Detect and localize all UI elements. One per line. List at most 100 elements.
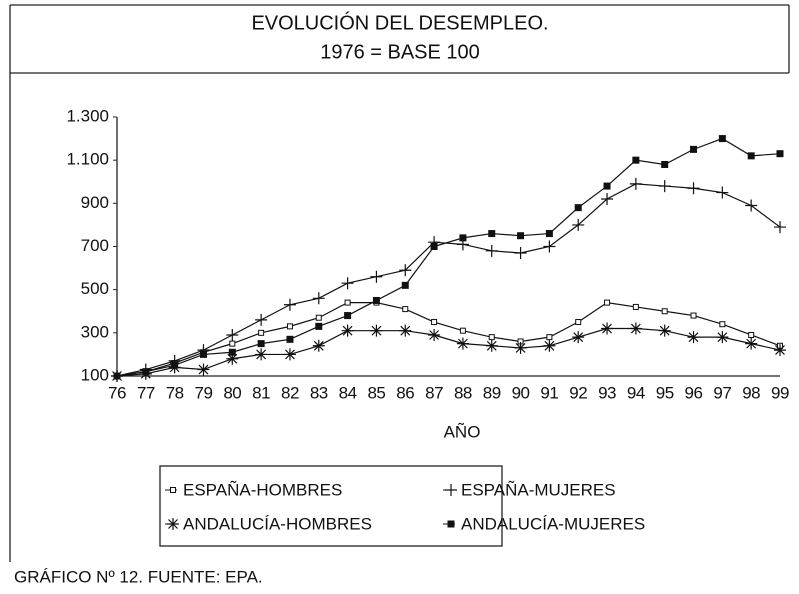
y-tick-label: 300 bbox=[81, 322, 109, 341]
data-point bbox=[488, 334, 495, 341]
data-point bbox=[632, 303, 639, 310]
data-point bbox=[745, 337, 758, 350]
series-line bbox=[116, 137, 781, 377]
data-point bbox=[774, 344, 786, 357]
y-tick-label: 700 bbox=[81, 236, 109, 255]
data-point bbox=[687, 182, 700, 195]
x-tick-label: 77 bbox=[137, 383, 155, 402]
x-axis-label: AÑO bbox=[444, 422, 481, 441]
legend-label: ANDALUCÍA-HOMBRES bbox=[183, 514, 372, 533]
legend-marker bbox=[170, 487, 176, 493]
data-point bbox=[629, 177, 642, 190]
x-tick-label: 87 bbox=[425, 383, 443, 402]
x-tick-label: 88 bbox=[454, 383, 472, 402]
data-point bbox=[255, 313, 268, 326]
legend-label: ESPAÑA-MUJERES bbox=[461, 480, 616, 499]
data-point bbox=[748, 331, 755, 338]
data-point bbox=[572, 331, 585, 344]
data-point bbox=[774, 221, 786, 234]
legend-marker bbox=[167, 518, 179, 530]
x-tick-label: 99 bbox=[771, 383, 789, 402]
legend-marker bbox=[445, 484, 457, 496]
x-tick-label: 92 bbox=[569, 383, 587, 402]
y-tick-label: 1.100 bbox=[66, 150, 109, 169]
x-tick-label: 79 bbox=[195, 383, 213, 402]
x-tick-label: 97 bbox=[713, 383, 731, 402]
legend-box bbox=[159, 465, 503, 547]
data-point bbox=[171, 361, 179, 369]
data-point bbox=[312, 292, 325, 305]
x-tick-label: 84 bbox=[339, 383, 357, 402]
data-point bbox=[341, 277, 354, 290]
data-point bbox=[228, 348, 236, 356]
x-tick-label: 80 bbox=[223, 383, 241, 402]
data-point bbox=[286, 335, 294, 343]
x-tick-label: 76 bbox=[108, 383, 126, 402]
data-point bbox=[776, 150, 784, 158]
data-point bbox=[716, 331, 729, 344]
y-tick-label: 1.300 bbox=[66, 106, 109, 125]
caption: GRÁFICO Nº 12. FUENTE: EPA. bbox=[14, 567, 263, 586]
legend-marker bbox=[447, 520, 455, 528]
data-point bbox=[402, 306, 409, 313]
x-tick-label: 82 bbox=[281, 383, 299, 402]
data-point bbox=[629, 322, 642, 335]
data-point bbox=[431, 319, 438, 326]
series-line bbox=[116, 327, 781, 377]
data-point bbox=[341, 324, 354, 337]
data-point bbox=[257, 340, 265, 348]
data-point bbox=[255, 348, 268, 361]
data-point bbox=[399, 324, 412, 337]
data-point bbox=[543, 339, 556, 352]
data-point bbox=[747, 152, 755, 160]
x-tick-label: 96 bbox=[685, 383, 703, 402]
data-point bbox=[601, 193, 614, 206]
data-point bbox=[370, 270, 383, 283]
x-tick-label: 89 bbox=[483, 383, 501, 402]
data-point bbox=[543, 240, 556, 253]
data-point bbox=[428, 328, 441, 341]
chart-title: EVOLUCIÓN DEL DESEMPLEO. bbox=[251, 11, 548, 34]
data-point bbox=[283, 298, 296, 311]
data-point bbox=[601, 322, 614, 335]
data-point bbox=[514, 246, 527, 259]
data-point bbox=[719, 321, 726, 328]
x-tick-label: 90 bbox=[512, 383, 530, 402]
data-point bbox=[456, 337, 469, 350]
data-point bbox=[312, 339, 325, 352]
chart-subtitle: 1976 = BASE 100 bbox=[320, 41, 480, 63]
data-point bbox=[344, 299, 351, 306]
legend-label: ESPAÑA-HOMBRES bbox=[183, 480, 342, 499]
data-point bbox=[632, 156, 640, 164]
data-point bbox=[745, 199, 758, 212]
data-point bbox=[430, 243, 438, 250]
legend-label: ANDALUCÍA-MUJERES bbox=[461, 514, 645, 533]
data-point bbox=[690, 312, 697, 319]
y-tick-label: 500 bbox=[81, 279, 109, 298]
x-tick-label: 95 bbox=[656, 383, 674, 402]
data-point bbox=[459, 234, 467, 242]
data-point bbox=[485, 339, 498, 352]
data-point bbox=[485, 244, 498, 257]
x-tick-label: 81 bbox=[252, 383, 270, 402]
data-point bbox=[315, 314, 322, 321]
data-point bbox=[488, 230, 496, 238]
x-tick-label: 86 bbox=[396, 383, 414, 402]
data-point bbox=[661, 308, 668, 315]
data-point bbox=[546, 334, 553, 341]
data-point bbox=[197, 363, 210, 376]
x-tick-label: 85 bbox=[367, 383, 385, 402]
data-point bbox=[545, 230, 553, 238]
data-point bbox=[401, 281, 409, 289]
data-point bbox=[286, 323, 293, 330]
data-point bbox=[372, 296, 380, 304]
data-point bbox=[603, 182, 611, 190]
x-tick-label: 98 bbox=[742, 383, 760, 402]
data-point bbox=[142, 368, 150, 376]
data-point bbox=[199, 350, 207, 358]
data-point bbox=[661, 160, 669, 168]
x-tick-label: 91 bbox=[540, 383, 558, 402]
data-point bbox=[226, 352, 239, 365]
data-point bbox=[514, 341, 527, 354]
